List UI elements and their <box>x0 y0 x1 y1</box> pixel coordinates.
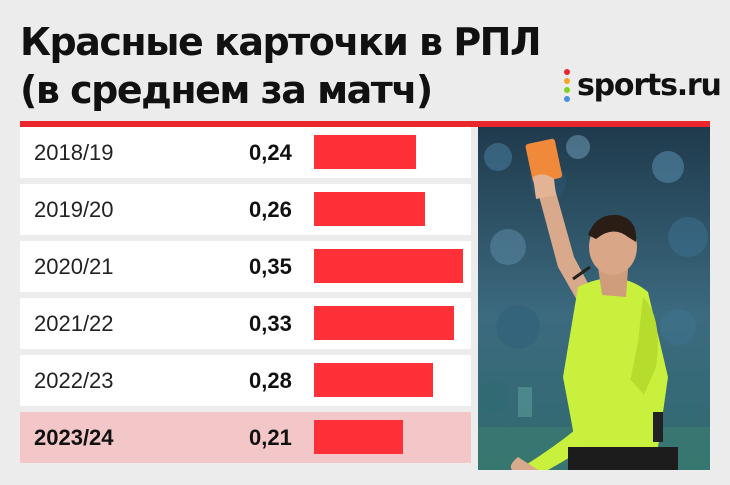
season-label: 2022/23 <box>34 368 114 393</box>
value-label: 0,28 <box>249 368 292 393</box>
season-label: 2018/19 <box>34 140 114 165</box>
title-line-1: Красные карточки в РПЛ <box>20 20 542 64</box>
table-row: 2020/21 0,35 <box>20 241 471 292</box>
season-label: 2023/24 <box>34 425 114 450</box>
logo-dot <box>564 69 570 75</box>
header-divider <box>20 121 710 127</box>
value-label: 0,21 <box>249 425 292 450</box>
table-row: 2018/19 0,24 <box>20 127 471 178</box>
logo-dot <box>564 87 570 93</box>
referee-red-card-icon <box>478 127 710 470</box>
season-label: 2021/22 <box>34 311 114 336</box>
bar <box>314 363 433 397</box>
bar-chart: 2018/19 0,24 2019/20 0,26 2020/21 0,35 2021/22… <box>20 127 478 470</box>
bar <box>314 420 403 454</box>
season-label: 2019/20 <box>34 197 114 222</box>
value-label: 0,26 <box>249 197 292 222</box>
bar <box>314 249 463 283</box>
table-row: 2022/23 0,28 <box>20 355 471 406</box>
bar <box>314 306 454 340</box>
logo-text: sports.ru <box>577 67 722 103</box>
season-label: 2020/21 <box>34 254 114 279</box>
referee-photo <box>478 127 710 470</box>
logo-dot <box>564 78 570 84</box>
table-row: 2019/20 0,26 <box>20 184 471 235</box>
value-label: 0,33 <box>249 311 292 336</box>
sports-ru-logo[interactable]: sports.ru <box>562 65 722 105</box>
logo-dot <box>564 96 570 102</box>
value-label: 0,35 <box>249 254 292 279</box>
table-row: 2021/22 0,33 <box>20 298 471 349</box>
logo-dots-icon <box>562 67 572 103</box>
title-line-2: (в среднем за матч) <box>20 68 433 112</box>
bar <box>314 135 416 169</box>
chart-title: Красные карточки в РПЛ (в среднем за мат… <box>20 18 542 114</box>
table-row: 2023/24 0,21 <box>20 412 471 463</box>
bar <box>314 192 425 226</box>
value-label: 0,24 <box>249 140 292 165</box>
